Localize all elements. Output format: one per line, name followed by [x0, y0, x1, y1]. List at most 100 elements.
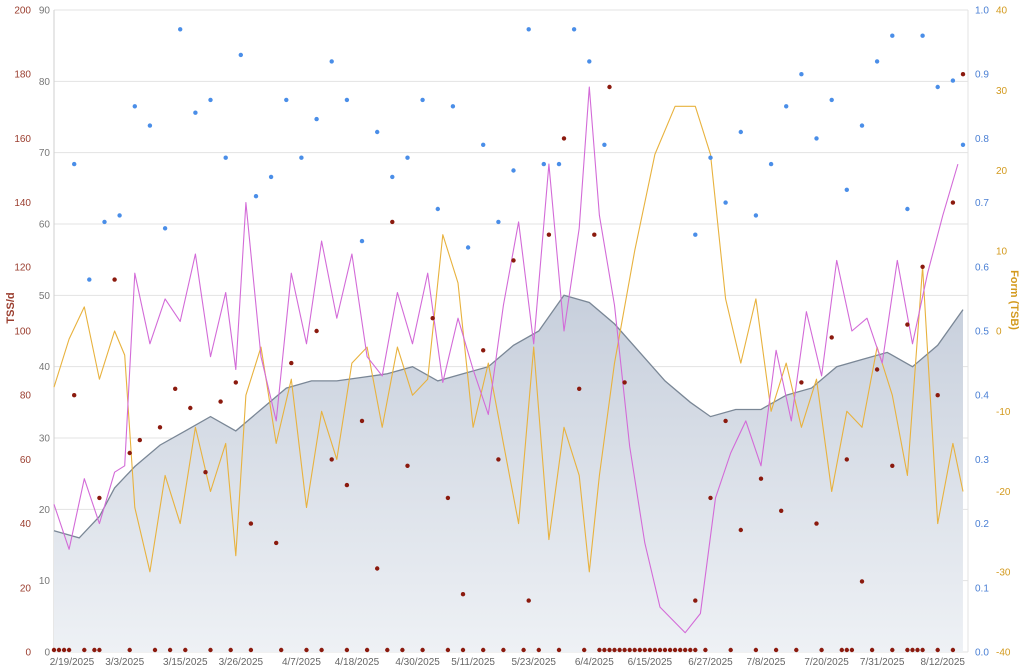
right-inner-tick-label: 0.9 — [975, 70, 989, 81]
tss-dot — [112, 277, 117, 282]
left-outer-tick-label: 100 — [14, 327, 31, 338]
tss-dot — [521, 647, 526, 653]
left-outer-tick-label: 120 — [14, 262, 31, 273]
blue-dot — [859, 123, 865, 128]
tss-dot — [72, 393, 77, 398]
tick-labels: 0204060801001201401601802000102030405060… — [14, 6, 1011, 669]
x-tick-label: 8/12/2025 — [921, 657, 966, 668]
tss-dot — [859, 579, 865, 584]
tss-dot — [758, 476, 764, 481]
tss-dot — [561, 136, 567, 141]
left-inner-tick-label: 50 — [39, 291, 51, 302]
blue-dot — [162, 226, 168, 231]
tss-dot — [546, 232, 552, 237]
tss-dot — [738, 527, 743, 533]
x-tick-label: 2/19/2025 — [50, 657, 95, 668]
tss-dot — [950, 647, 956, 653]
right-inner-tick-label: 0.3 — [975, 455, 989, 466]
tss-dot — [536, 647, 541, 653]
tss-dot — [233, 380, 238, 385]
blue-dot — [874, 59, 880, 64]
left-inner-tick-label: 0 — [44, 648, 50, 659]
tss-dot — [481, 348, 486, 353]
tss-dot — [905, 322, 910, 327]
right-inner-tick-label: 0.8 — [975, 134, 989, 145]
blue-dot — [526, 27, 531, 32]
tss-dot — [127, 647, 132, 653]
tss-dot — [183, 647, 188, 653]
fitness-area-layer — [53, 294, 964, 652]
blue-dot — [117, 213, 122, 218]
tss-dot — [460, 647, 466, 653]
tss-dot — [127, 450, 132, 456]
tss-dot — [375, 566, 380, 571]
right-inner-tick-label: 0.1 — [975, 583, 989, 594]
tss-dot — [556, 647, 562, 653]
blue-dot — [481, 142, 486, 147]
right-outer-tick-label: -40 — [996, 648, 1011, 659]
blue-dot — [844, 187, 849, 192]
tss-dot — [56, 647, 62, 653]
tss-dot — [359, 418, 365, 424]
tss-dot — [723, 418, 728, 424]
right-outer-tick-label: -20 — [996, 487, 1011, 498]
left-axis-title: TSS/d — [5, 292, 17, 323]
tss-dot — [481, 647, 486, 653]
blue-dot — [435, 206, 440, 212]
x-tick-label: 5/11/2025 — [451, 657, 495, 668]
tss-dot — [920, 264, 925, 269]
right-inner-tick-label: 1.0 — [975, 6, 989, 17]
blue-dot — [602, 142, 607, 147]
right-outer-tick-label: 30 — [996, 86, 1008, 97]
tss-dot — [652, 647, 658, 653]
tss-dot — [289, 360, 294, 366]
left-outer-tick-label: 200 — [14, 6, 31, 17]
blue-dot — [405, 155, 410, 160]
tss-dot — [920, 647, 925, 653]
left-outer-tick-label: 40 — [20, 519, 32, 530]
tss-dot — [632, 647, 637, 653]
tss-dot — [622, 380, 627, 385]
tss-dot — [592, 232, 597, 237]
left-inner-tick-label: 60 — [39, 220, 51, 231]
fitness-line — [53, 294, 964, 539]
left-inner-tick-label: 90 — [39, 6, 51, 17]
blue-dot — [511, 168, 516, 173]
tss-dot — [688, 647, 693, 653]
tss-dot — [773, 647, 779, 653]
tss-dot — [577, 386, 582, 391]
tss-dot — [526, 598, 531, 603]
blue-dot — [753, 213, 759, 218]
fitness-area-fill — [54, 295, 963, 652]
right-inner-tick-label: 0.7 — [975, 198, 989, 209]
blue-dot — [450, 104, 456, 109]
tss-dot — [960, 72, 966, 77]
right-outer-tick-label: 40 — [996, 6, 1008, 17]
tss-dot — [693, 598, 698, 603]
blue-dot — [920, 33, 925, 38]
tss-dot — [910, 647, 915, 653]
blue-dot — [890, 33, 895, 38]
blue-dot — [571, 27, 577, 32]
blue-dot — [829, 97, 834, 103]
blue-dot — [314, 116, 319, 122]
tss-dot — [51, 647, 57, 653]
tss-dot — [511, 258, 516, 263]
left-outer-tick-label: 60 — [20, 455, 32, 466]
tss-dot — [97, 647, 102, 653]
x-tick-label: 7/31/2025 — [860, 657, 905, 668]
tss-dot — [637, 647, 642, 653]
blue-dot — [193, 110, 198, 115]
tss-dot — [627, 647, 632, 653]
blue-dot — [329, 59, 334, 64]
left-outer-tick-label: 160 — [14, 134, 31, 145]
blue-dot — [496, 219, 501, 225]
right-inner-tick-label: 0.6 — [975, 262, 989, 273]
blue-dot — [950, 78, 956, 83]
tss-dot — [66, 647, 72, 653]
x-tick-label: 6/15/2025 — [628, 657, 673, 668]
left-outer-tick-label: 20 — [20, 583, 32, 594]
tss-dot — [849, 647, 855, 653]
left-inner-tick-label: 20 — [39, 505, 51, 516]
x-tick-label: 7/8/2025 — [747, 657, 786, 668]
